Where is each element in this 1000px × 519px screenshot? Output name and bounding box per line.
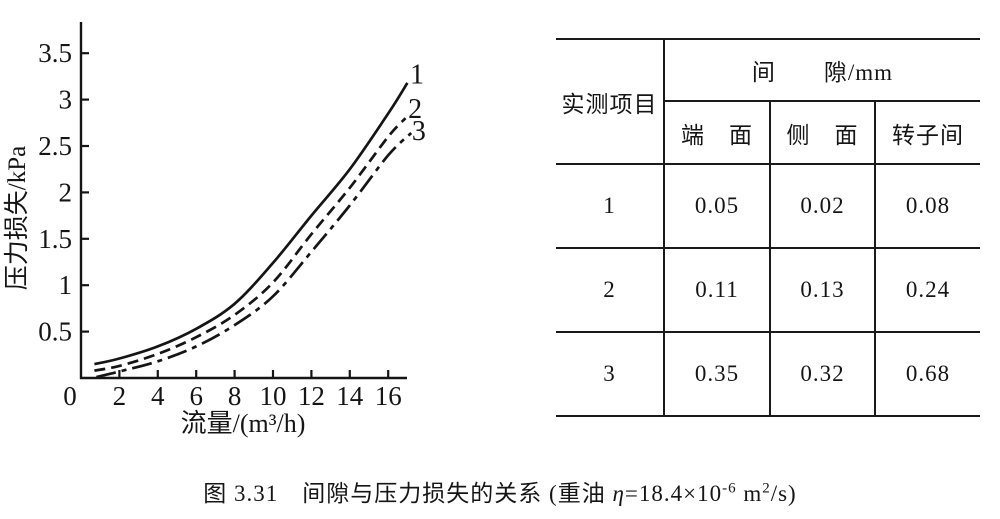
clearance-table-wrap: 实测项目 间 隙/mm 端 面 侧 面 转子间 1 0.05 0.02 0.08… [556,38,980,417]
curve-2 [94,117,407,372]
table-row: 1 0.05 0.02 0.08 [556,163,980,248]
pressure-loss-chart-svg: 0.511.522.533.52 4 6 8 10 12 14 160压力损失/kPa流量/(… [3,22,426,438]
y-tick-label: 0.5 [38,317,72,347]
x-tick-label: 2 [113,381,127,411]
caption-exponent: -6 [722,480,737,497]
cell-value: 0.68 [874,331,980,417]
cell-value: 0.11 [664,247,770,332]
x-tick-label: 4 [151,381,165,411]
cell-value: 0.08 [874,163,980,248]
table-row: 2 0.11 0.13 0.24 [556,247,980,332]
pressure-loss-chart: 0.5 1 1.5 2 2.5 3 3.5 2 4 6 8 10 12 14 16 0 压力损失/kPa 流量/(… [0,0,470,460]
x-tick-label: 14 [336,381,364,411]
row-item-number: 1 [556,163,665,248]
table-header-measured-item: 实测项目 [556,38,665,164]
caption-unit-exponent: 2 [762,480,771,497]
x-tick-label: 16 [375,381,402,411]
caption-value: =18.4×10 [624,481,723,506]
cell-value: 0.24 [874,247,980,332]
y-tick-label: 2.5 [38,131,72,161]
x-tick-label: 8 [228,381,242,411]
x-tick-label: 6 [189,381,203,411]
row-item-number: 2 [556,247,665,332]
cell-value: 0.02 [769,163,875,248]
cell-value: 0.35 [664,331,770,417]
table-header-between-rotors: 转子间 [874,100,980,164]
cell-value: 0.32 [769,331,875,417]
y-tick-label: 3.5 [38,38,72,68]
caption-eta-symbol: η [612,481,625,506]
clearance-table: 实测项目 间 隙/mm 端 面 侧 面 转子间 1 0.05 0.02 0.08… [556,38,980,417]
figure-caption: 图 3.31 间隙与压力损失的关系 (重油 η=18.4×10-6 m2/s) [0,474,1000,508]
caption-text: 图 3.31 间隙与压力损失的关系 (重油 [203,481,613,506]
curve-label-1: 1 [410,60,424,91]
curve-1 [94,82,409,366]
y-tick-label: 2 [59,177,73,207]
curve-3 [96,132,413,379]
x-axis-title: 流量/(m³/h) [181,409,306,438]
table-header-clearance-group: 间 隙/mm [664,38,980,101]
cell-value: 0.05 [664,163,770,248]
y-tick-label: 1.5 [38,224,72,254]
table-header-side-face: 侧 面 [769,100,875,164]
curve-label-2: 2 [408,94,422,125]
y-axis-title: 压力损失/kPa [3,146,31,290]
table-row: 3 0.35 0.32 0.68 [556,331,980,417]
caption-unit: m [736,481,763,506]
y-tick-label: 3 [59,85,73,115]
x-tick-label: 12 [298,381,325,411]
caption-unit-end: /s) [770,481,797,506]
row-item-number: 3 [556,331,665,417]
curve-label-3: 3 [412,116,426,147]
y-tick-label: 1 [59,270,73,300]
origin-label: 0 [63,381,77,411]
cell-value: 0.13 [769,247,875,332]
table-header-end-face: 端 面 [664,100,770,164]
x-tick-label: 10 [260,381,287,411]
